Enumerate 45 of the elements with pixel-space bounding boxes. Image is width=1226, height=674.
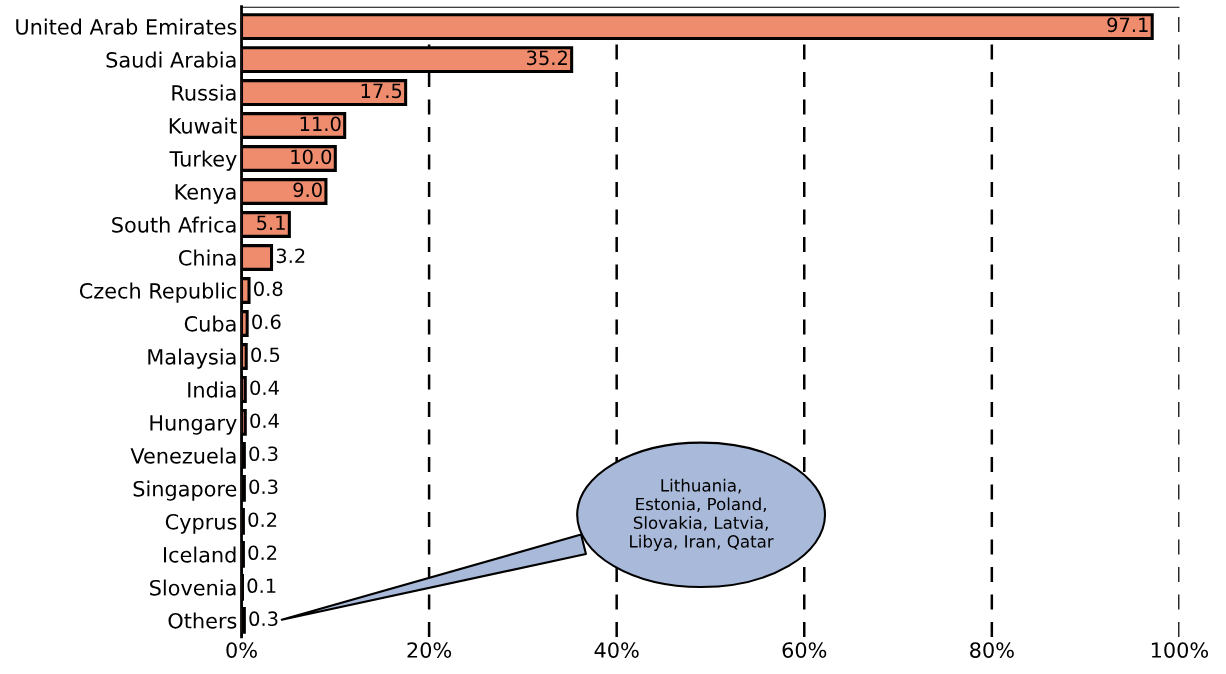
y-tick-label: Turkey [169, 150, 237, 171]
data-label: 0.2 [248, 545, 277, 561]
y-tick-label: Malaysia [148, 348, 236, 369]
data-label: 0.2 [248, 512, 277, 528]
x-tick-label: 100% [1151, 642, 1209, 658]
y-tick-label: India [188, 381, 236, 398]
y-tick-label: Others [168, 612, 237, 629]
y-tick-label: Singapore [133, 480, 237, 501]
y-tick-label: Saudi Arabia [106, 51, 236, 68]
y-tick-label: Kenya [175, 184, 236, 204]
data-label: 0.4 [250, 380, 279, 396]
y-tick-label: Cyprus [165, 513, 237, 534]
data-label: 0.8 [254, 281, 283, 297]
y-tick-label: Venezuela [130, 447, 236, 464]
y-tick-label: Cuba [184, 315, 236, 332]
data-label: 0.3 [249, 479, 278, 495]
y-tick-label: South Africa [112, 216, 236, 233]
data-label: 9.0 [293, 182, 322, 198]
data-label: 0.5 [251, 347, 280, 363]
x-tick-label: 20% [407, 642, 452, 658]
data-label: 0.4 [250, 413, 279, 429]
y-tick-label: China [179, 249, 236, 266]
data-label: 97.1 [1107, 17, 1148, 33]
y-tick-label: Kuwait [169, 117, 237, 134]
data-label: 0.6 [252, 314, 281, 330]
annotation: Lithuania, Estonia, Poland, Slovakia, Latvia, Libya, Iran, Qatar [630, 478, 774, 551]
x-tick-label: 80% [970, 642, 1014, 658]
data-label: 0.1 [247, 578, 276, 594]
data-label: 35.2 [527, 50, 567, 66]
y-tick-label: Slovenia [150, 579, 236, 596]
y-tick-label: Russia [172, 84, 236, 101]
data-label: 11.0 [300, 116, 341, 132]
data-label: 0.3 [249, 446, 278, 462]
data-label: 0.3 [249, 611, 278, 627]
data-label: 10.0 [291, 149, 332, 165]
data-label: 3.2 [276, 248, 305, 264]
x-tick-label: 40% [594, 642, 639, 658]
y-tick-label: Hungary [150, 415, 237, 435]
x-tick-label: 0% [226, 642, 257, 658]
y-tick-label: United Arab Emirates [16, 18, 237, 35]
y-tick-label: Czech Republic [79, 282, 237, 303]
y-tick-label: Iceland [164, 546, 236, 563]
data-label: 17.5 [361, 83, 402, 99]
data-label: 5.1 [257, 215, 285, 231]
x-tick-label: 60% [782, 642, 827, 658]
